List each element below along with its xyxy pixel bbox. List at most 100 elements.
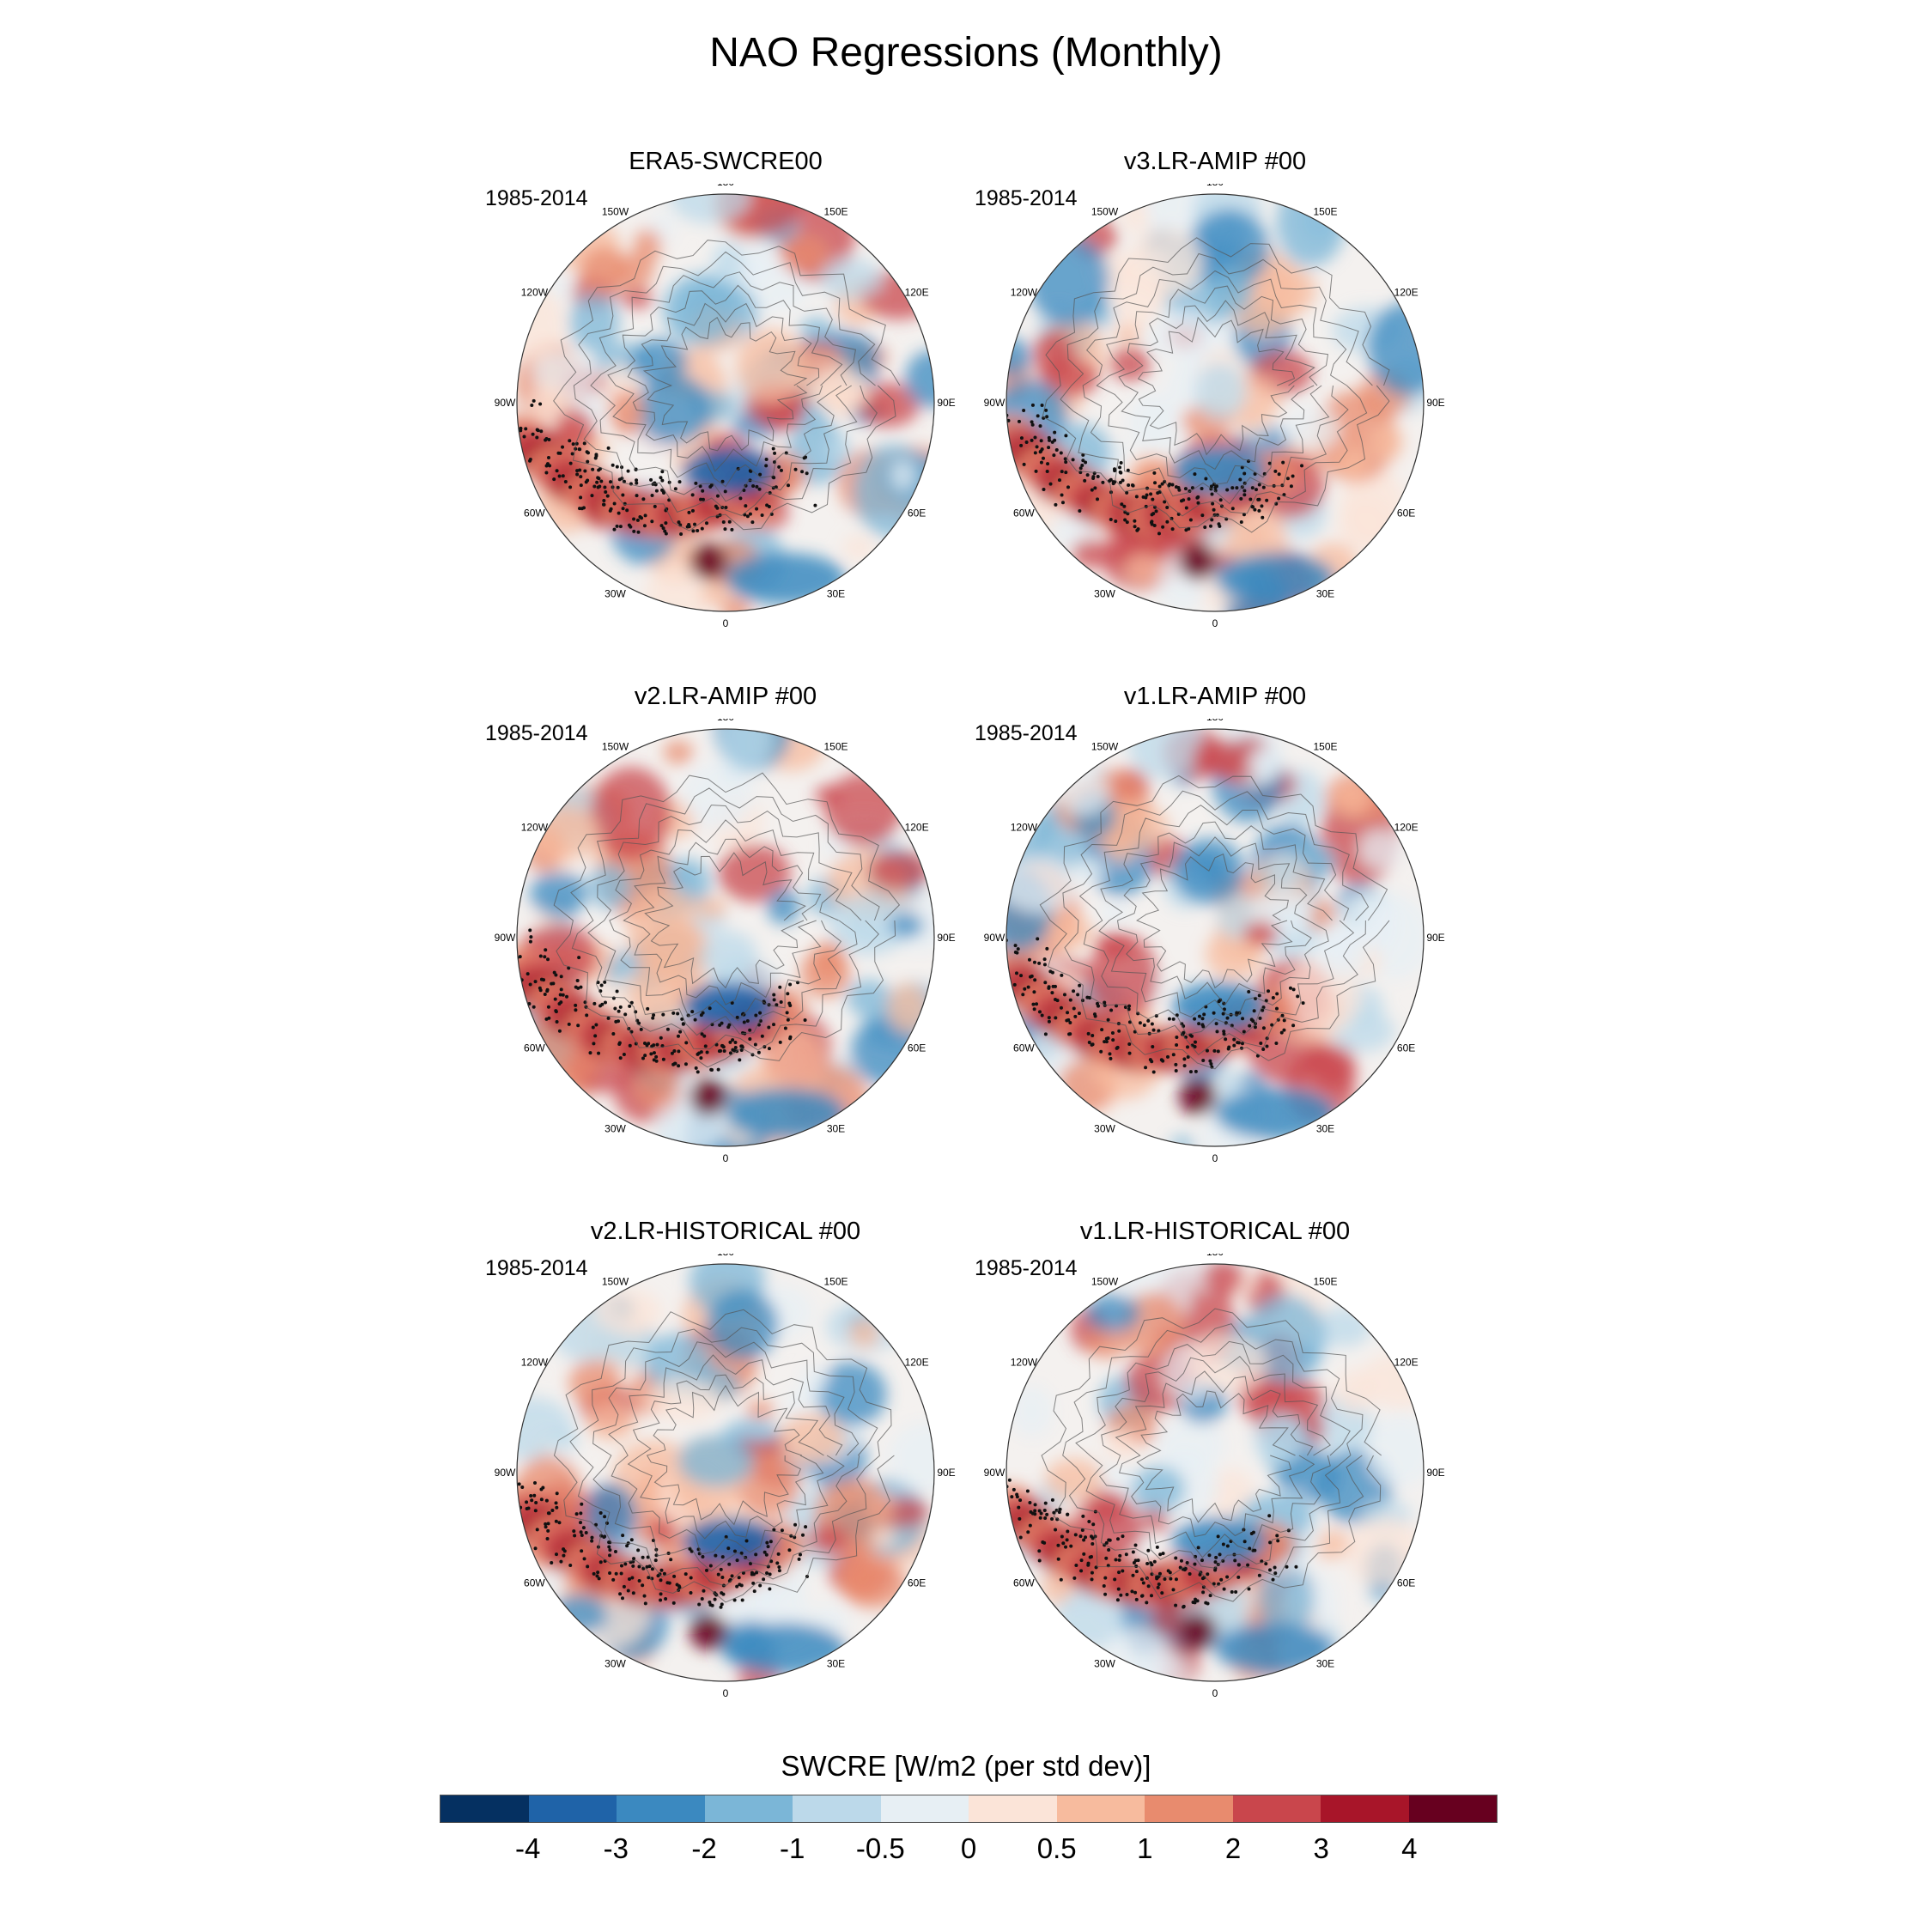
map-panel-v3-amip: v3.LR-AMIP #00 1985-2014 180 150E 120E 90E 6… bbox=[975, 149, 1455, 647]
longitude-label: 30W bbox=[605, 588, 626, 600]
panel-title: ERA5-SWCRE00 bbox=[629, 148, 823, 175]
colorbar-box bbox=[969, 1795, 1057, 1822]
longitude-label: 60E bbox=[1397, 1042, 1415, 1054]
longitude-label: 30W bbox=[1094, 1658, 1115, 1670]
longitude-label: 90E bbox=[1426, 932, 1444, 944]
longitude-label: 150E bbox=[823, 740, 848, 752]
longitude-label: 150W bbox=[602, 740, 629, 752]
panel-title: v2.LR-AMIP #00 bbox=[634, 683, 817, 710]
longitude-label: 0 bbox=[1212, 1152, 1218, 1164]
longitude-label: 180 bbox=[717, 1254, 734, 1258]
longitude-label: 0 bbox=[1212, 1687, 1218, 1699]
map-panel-v2-amip: v2.LR-AMIP #00 1985-2014 180 150E 120E 90E 6… bbox=[485, 684, 966, 1182]
colorbar-title: SWCRE [W/m2 (per std dev)] bbox=[781, 1750, 1151, 1782]
panel-title: v1.LR-AMIP #00 bbox=[1123, 683, 1307, 710]
colorbar-box bbox=[1232, 1795, 1321, 1822]
figure-title: NAO Regressions (Monthly) bbox=[709, 30, 1223, 76]
longitude-label: 180 bbox=[1206, 1254, 1224, 1258]
longitude-label: 30W bbox=[605, 1123, 626, 1135]
map-field bbox=[517, 194, 934, 611]
colorbar-box bbox=[704, 1795, 793, 1822]
longitude-label: 60E bbox=[1397, 507, 1415, 519]
longitude-label: 150E bbox=[823, 205, 848, 217]
colorbar-box bbox=[793, 1795, 881, 1822]
map-panel-v1-amip: v1.LR-AMIP #00 1985-2014 180 150E 120E 90E 6… bbox=[975, 684, 1455, 1182]
polar-map: 180 150E 120E 90E 60E 30E 0 30W 60W 90W 120W 150W bbox=[984, 719, 1445, 1164]
longitude-label: 120W bbox=[521, 287, 549, 299]
longitude-label: 90W bbox=[984, 1467, 1005, 1479]
longitude-label: 120E bbox=[905, 1357, 929, 1369]
panel-period: 1985-2014 bbox=[485, 721, 588, 745]
panel-period: 1985-2014 bbox=[975, 186, 1078, 210]
map-outline bbox=[1005, 728, 1425, 1147]
colorbar-tick-label: 0.5 bbox=[1036, 1832, 1077, 1864]
colorbar-box bbox=[1321, 1795, 1409, 1822]
panel-period: 1985-2014 bbox=[975, 1256, 1078, 1280]
map-field bbox=[517, 1264, 934, 1681]
longitude-label: 90E bbox=[937, 397, 955, 409]
longitude-label: 30E bbox=[827, 1658, 845, 1670]
panel-period: 1985-2014 bbox=[485, 1256, 588, 1280]
colorbar-tick-label: -2 bbox=[691, 1832, 717, 1864]
longitude-label: 90E bbox=[937, 932, 955, 944]
map-outline bbox=[516, 193, 935, 612]
longitude-label: 60W bbox=[1013, 507, 1035, 519]
longitude-label: 180 bbox=[717, 719, 734, 723]
panel-period: 1985-2014 bbox=[485, 186, 588, 210]
longitude-label: 60W bbox=[1013, 1042, 1035, 1054]
colorbar-tick-label: -1 bbox=[779, 1832, 805, 1864]
colorbar-tick-label: 3 bbox=[1313, 1832, 1329, 1864]
longitude-label: 120E bbox=[905, 822, 929, 834]
longitude-label: 150W bbox=[1091, 740, 1119, 752]
colorbar-tick-label: 4 bbox=[1401, 1832, 1418, 1864]
longitude-label: 150W bbox=[602, 205, 629, 217]
longitude-label: 150E bbox=[1313, 205, 1337, 217]
colorbar-box bbox=[617, 1795, 705, 1822]
colorbar-tick-label: 2 bbox=[1224, 1832, 1242, 1864]
map-outline bbox=[1005, 193, 1425, 612]
map-outline bbox=[516, 728, 935, 1147]
longitude-label: 30E bbox=[1316, 1658, 1334, 1670]
longitude-label: 30E bbox=[1316, 1123, 1334, 1135]
longitude-label: 150W bbox=[1091, 1275, 1119, 1287]
colorbar-box bbox=[1056, 1795, 1145, 1822]
longitude-label: 90E bbox=[1426, 1467, 1444, 1479]
longitude-label: 120W bbox=[521, 822, 549, 834]
longitude-label: 90W bbox=[495, 1467, 516, 1479]
longitude-label: 30W bbox=[605, 1658, 626, 1670]
polar-map: 180 150E 120E 90E 60E 30E 0 30W 60W 90W 120W 150W bbox=[495, 184, 956, 629]
longitude-label: 90W bbox=[984, 397, 1005, 409]
polar-map: 180 150E 120E 90E 60E 30E 0 30W 60W 90W 120W 150W bbox=[984, 184, 1445, 629]
colorbar-box bbox=[440, 1795, 529, 1822]
longitude-label: 90E bbox=[937, 1467, 955, 1479]
colorbar-box bbox=[1145, 1795, 1233, 1822]
longitude-label: 60E bbox=[908, 1577, 926, 1589]
colorbar bbox=[440, 1795, 1498, 1823]
longitude-label: 150E bbox=[1313, 1275, 1337, 1287]
map-outline bbox=[516, 1263, 935, 1682]
longitude-label: 150E bbox=[1313, 740, 1337, 752]
map-panel-v2-historical: v2.LR-HISTORICAL #00 1985-2014 180 150E 12… bbox=[485, 1219, 966, 1717]
longitude-label: 0 bbox=[723, 1687, 729, 1699]
longitude-label: 30W bbox=[1094, 588, 1115, 600]
longitude-label: 150W bbox=[1091, 205, 1119, 217]
map-field bbox=[517, 729, 934, 1146]
map-field bbox=[1006, 1264, 1424, 1681]
longitude-label: 150E bbox=[823, 1275, 848, 1287]
longitude-label: 30E bbox=[827, 588, 845, 600]
longitude-label: 120W bbox=[521, 1357, 549, 1369]
longitude-label: 120E bbox=[1394, 1357, 1419, 1369]
colorbar-tick-label: -3 bbox=[603, 1832, 629, 1864]
longitude-label: 180 bbox=[717, 184, 734, 188]
longitude-label: 60E bbox=[1397, 1577, 1415, 1589]
significance-stipple bbox=[1006, 1478, 1298, 1609]
longitude-label: 180 bbox=[1206, 719, 1224, 723]
longitude-label: 30E bbox=[1316, 588, 1334, 600]
longitude-label: 90W bbox=[495, 397, 516, 409]
colorbar-tick-label: 1 bbox=[1137, 1832, 1153, 1864]
map-panel-era5: ERA5-SWCRE00 1985-2014 180 150E 120E 90E 60E… bbox=[485, 149, 966, 647]
longitude-label: 90E bbox=[1426, 397, 1444, 409]
map-field bbox=[1006, 729, 1424, 1146]
significance-stipple bbox=[517, 1481, 809, 1609]
longitude-label: 90W bbox=[495, 932, 516, 944]
